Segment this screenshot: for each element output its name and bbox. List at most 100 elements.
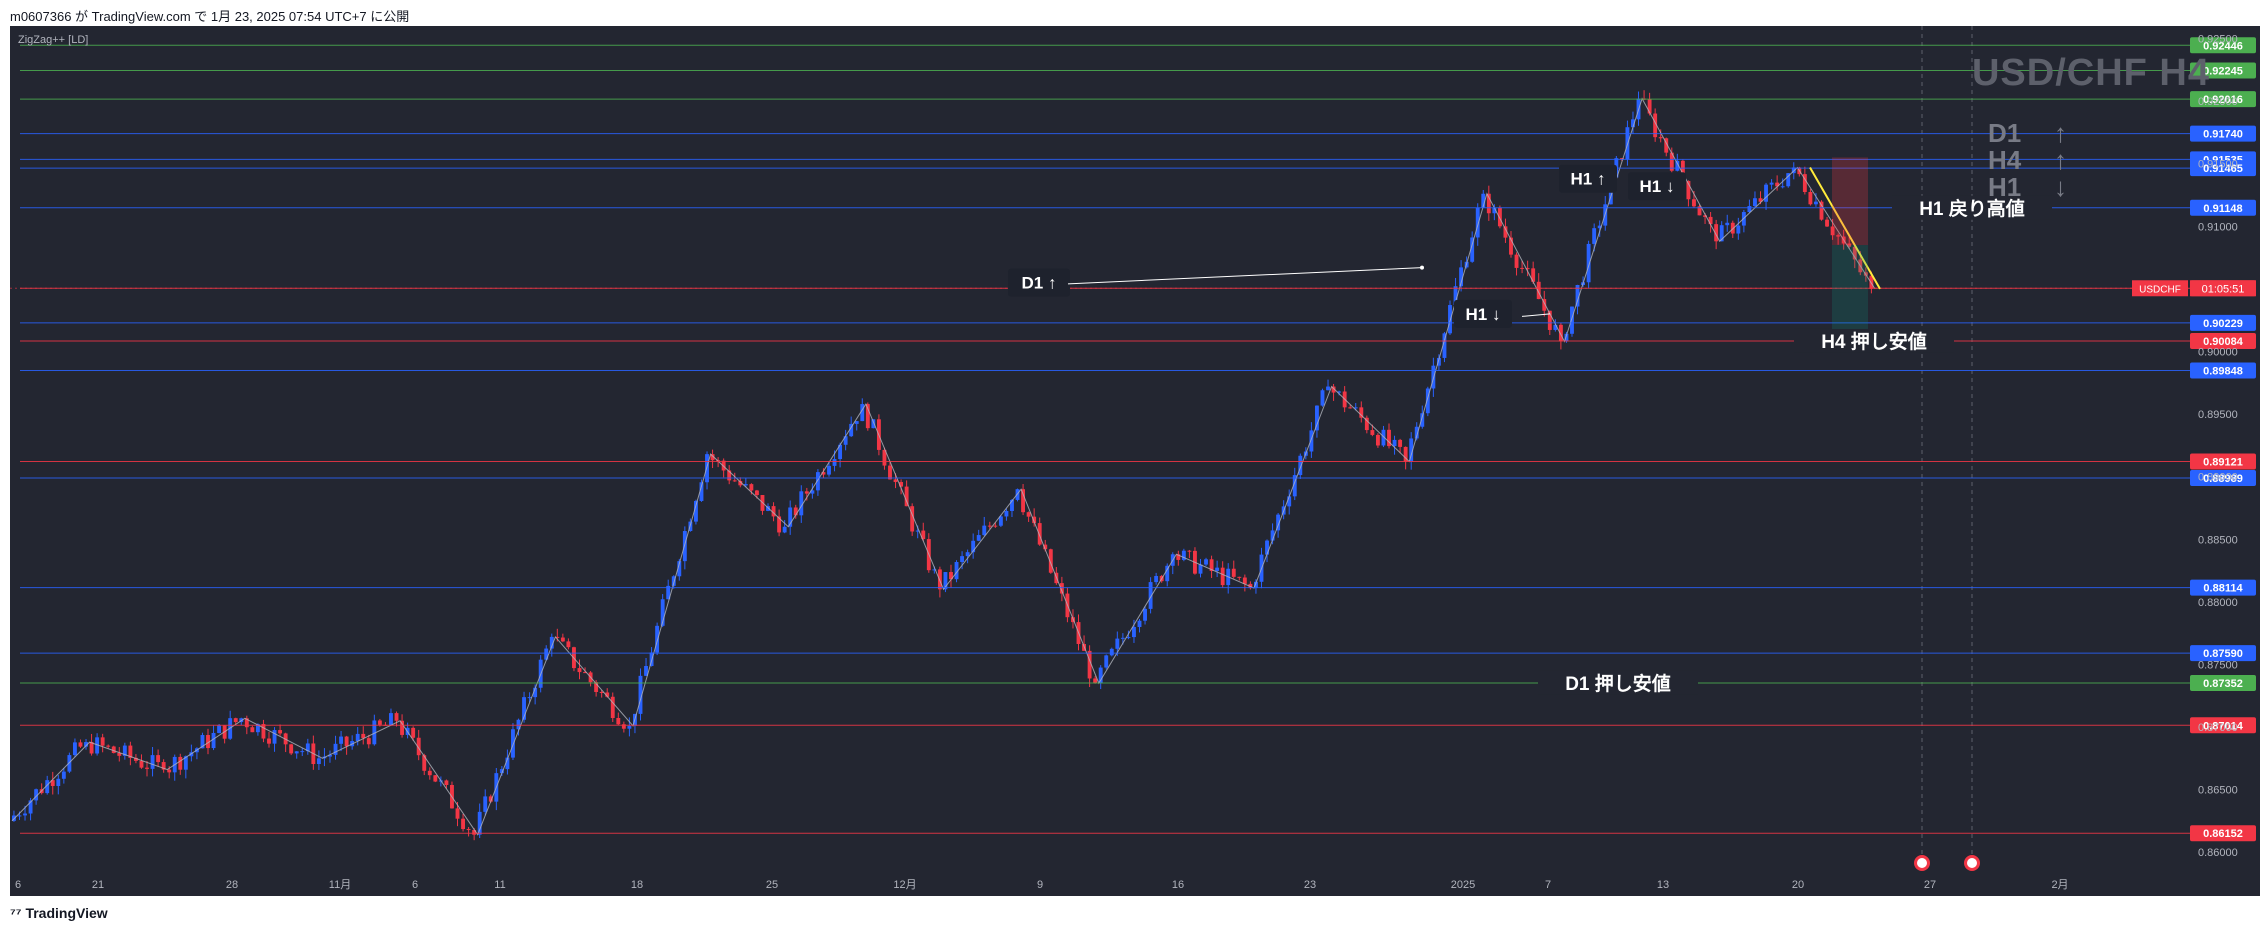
candle-body	[145, 767, 149, 769]
candle-body	[1719, 225, 1724, 242]
candle-body	[1287, 496, 1292, 507]
candle-body	[1570, 306, 1574, 334]
candle-body	[361, 733, 366, 739]
candle-body	[1120, 637, 1125, 639]
trend-row-label: D1	[1988, 118, 2021, 148]
price-level-tag	[2190, 62, 2256, 79]
candle-body	[1542, 299, 1547, 311]
x-tick-label: 6	[15, 879, 21, 891]
candle-body	[949, 572, 953, 580]
candle-body	[466, 829, 471, 831]
price-level-tag	[2190, 37, 2256, 54]
level-label: H1 戻り高値	[1919, 197, 2025, 220]
candle-body	[516, 719, 521, 730]
candle-body	[971, 540, 976, 553]
candle-body	[998, 516, 1003, 526]
tradingview-logo[interactable]: ⁷⁷ TradingView	[10, 905, 108, 921]
annotation-box	[1559, 164, 1617, 193]
candle-body	[233, 718, 238, 723]
price-level-value: 0.87590	[2203, 648, 2243, 660]
price-level-tag	[2190, 160, 2256, 177]
x-tick-label: 13	[1657, 879, 1669, 891]
level-label-bg	[1538, 670, 1698, 695]
candle-body	[1143, 608, 1147, 621]
candle-body	[771, 506, 776, 517]
candle-body	[1181, 550, 1186, 560]
candle-body	[1597, 225, 1602, 229]
chart-area[interactable]: 0.924460.922450.920160.917400.915350.914…	[10, 26, 2260, 896]
publish-header: m0607366 が TradingView.com で 1月 23, 2025…	[0, 0, 2263, 26]
candle-body	[1104, 655, 1109, 668]
candle-body	[993, 525, 998, 527]
x-tick-label: 11月	[329, 879, 351, 891]
y-tick-label: 0.89000	[2198, 472, 2238, 484]
candle-body	[84, 742, 88, 747]
x-tick-label: 20	[1792, 879, 1804, 891]
annotation-box	[1628, 172, 1686, 201]
candle-body	[1470, 237, 1475, 262]
candle-body	[472, 830, 477, 835]
candle-body	[1204, 559, 1208, 565]
candle-body	[1686, 180, 1691, 200]
candle-body	[799, 491, 804, 516]
price-level-value: 0.91465	[2203, 163, 2243, 175]
trendline	[1809, 166, 1881, 290]
x-tick-label: 9	[1037, 879, 1043, 891]
candle-body	[1830, 226, 1835, 236]
price-chart[interactable]: 0.924460.922450.920160.917400.915350.914…	[10, 26, 2260, 896]
tradingview-logo-text: TradingView	[25, 905, 108, 921]
y-tick-label: 0.87500	[2198, 659, 2238, 671]
annotation-connector	[1067, 267, 1423, 285]
candle-body	[1486, 193, 1491, 214]
candle-body	[433, 775, 438, 782]
x-tick-label: 16	[1172, 879, 1184, 891]
candle-body	[1137, 620, 1142, 628]
candle-body	[1148, 582, 1153, 609]
candle-body	[854, 421, 859, 424]
candle-body	[167, 769, 172, 773]
candle-body	[1425, 388, 1430, 414]
trend-row-arrow: ↑	[2054, 118, 2067, 148]
candle-body	[1703, 215, 1707, 217]
candle-body	[1453, 286, 1458, 306]
candle-body	[1248, 583, 1253, 589]
candle-body	[261, 724, 266, 739]
annotation-connector	[1521, 313, 1551, 317]
candle-body	[67, 755, 72, 772]
candle-body	[1802, 174, 1807, 193]
candle-body	[461, 818, 465, 830]
candle-body	[560, 637, 565, 642]
candle-body	[1059, 583, 1064, 594]
candle-body	[17, 815, 22, 817]
candle-body	[150, 755, 155, 769]
candle-body	[1475, 207, 1480, 238]
x-tick-label: 27	[1924, 879, 1936, 891]
x-tick-label: 2025	[1451, 879, 1475, 891]
candle-body	[1647, 99, 1652, 114]
candle-body	[289, 744, 294, 754]
candle-body	[655, 625, 660, 653]
y-tick-label: 0.86000	[2198, 847, 2238, 859]
candle-body	[300, 751, 305, 753]
candle-body	[1692, 199, 1696, 207]
price-level-tag	[2190, 579, 2256, 596]
candle-body	[389, 713, 393, 726]
candle-body	[522, 697, 526, 720]
candle-body	[987, 525, 992, 527]
level-label: D1 押し安値	[1565, 672, 1671, 695]
candle-body	[1553, 324, 1558, 330]
candle-body	[666, 585, 671, 600]
candle-body	[1509, 237, 1513, 255]
candle-body	[671, 576, 676, 586]
candle-body	[133, 757, 138, 761]
candle-body	[1764, 184, 1768, 202]
level-label: H4 押し安値	[1821, 330, 1927, 353]
price-level-value: 0.92446	[2203, 40, 2243, 52]
candle-body	[89, 742, 94, 754]
price-level-tag	[2190, 470, 2256, 487]
candle-body	[1109, 648, 1114, 656]
price-level-value: 0.89848	[2203, 366, 2243, 378]
candle-body	[1165, 565, 1170, 582]
candle-body	[1747, 206, 1752, 213]
indicator-label[interactable]: ZigZag++ [LD]	[18, 34, 89, 46]
